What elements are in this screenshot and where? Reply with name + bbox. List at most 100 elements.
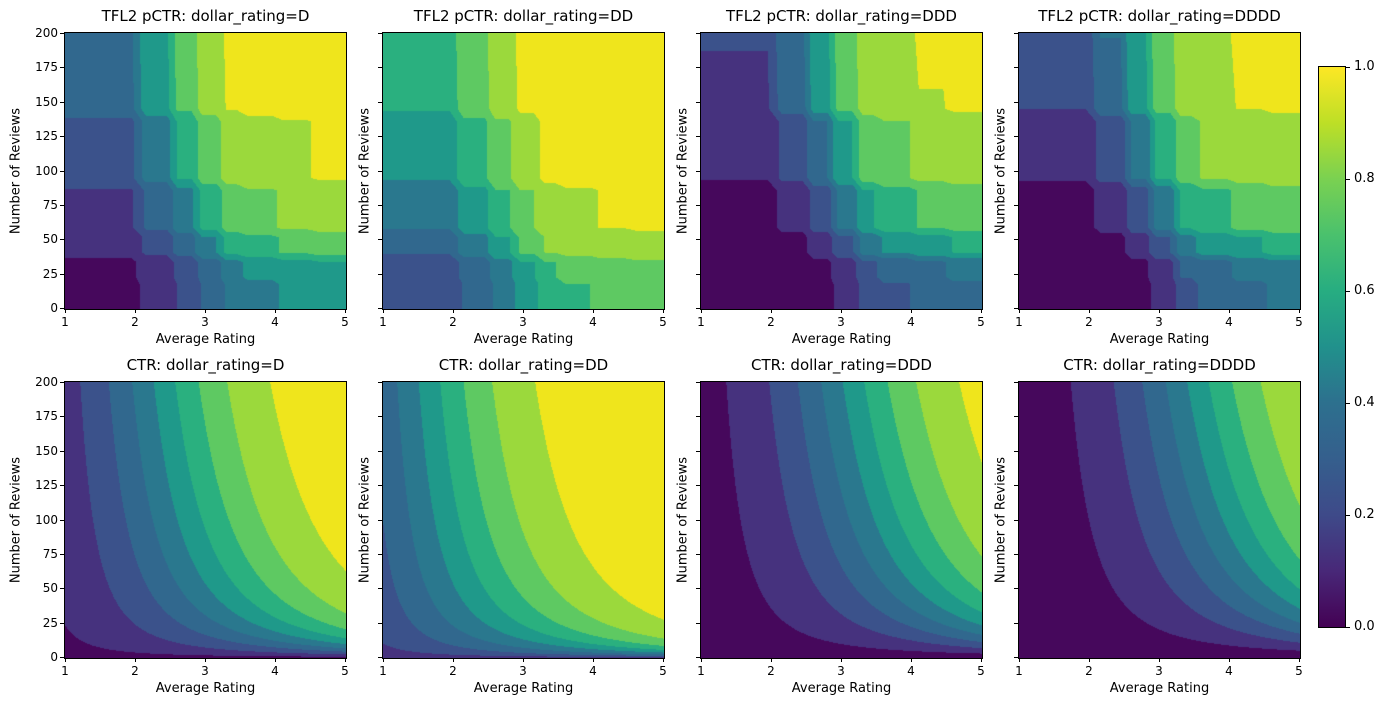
x-tick-mark xyxy=(701,658,702,662)
subplot-title-ctr-dd: CTR: dollar_rating=DD xyxy=(438,356,609,374)
y-tick-mark xyxy=(60,274,64,275)
x-tick-label: 5 xyxy=(659,664,667,678)
y-tick-mark xyxy=(378,67,382,68)
y-tick-mark xyxy=(378,274,382,275)
y-tick-mark xyxy=(696,171,700,172)
contour-plot-ctr-dd xyxy=(382,381,665,659)
x-tick-label: 2 xyxy=(131,664,139,678)
y-tick-mark xyxy=(378,416,382,417)
y-tick-mark xyxy=(1014,485,1018,486)
x-tick-mark xyxy=(771,309,772,313)
x-tick-mark xyxy=(841,309,842,313)
y-tick-mark xyxy=(696,416,700,417)
y-tick-mark xyxy=(378,308,382,309)
x-tick-mark xyxy=(205,658,206,662)
y-tick-mark xyxy=(378,520,382,521)
y-tick-mark xyxy=(60,588,64,589)
colorbar-tick-mark xyxy=(1346,291,1350,292)
x-axis-label: Average Rating xyxy=(791,332,892,347)
x-tick-mark xyxy=(841,658,842,662)
y-tick-mark xyxy=(60,205,64,206)
x-tick-label: 3 xyxy=(837,315,845,329)
colorbar-tick-label: 0.6 xyxy=(1354,283,1375,298)
x-tick-mark xyxy=(701,309,702,313)
x-tick-label: 4 xyxy=(589,664,597,678)
y-tick-label: 25 xyxy=(42,267,58,281)
x-tick-label: 5 xyxy=(977,664,985,678)
y-tick-mark xyxy=(1014,33,1018,34)
y-tick-mark xyxy=(1014,239,1018,240)
x-tick-label: 5 xyxy=(1295,315,1303,329)
x-tick-label: 4 xyxy=(1225,664,1233,678)
subplot-title-ctr-dddd: CTR: dollar_rating=DDDD xyxy=(1063,356,1256,374)
x-tick-mark xyxy=(1229,309,1230,313)
colorbar xyxy=(1318,66,1346,628)
colorbar-tick-mark xyxy=(1346,67,1350,68)
x-tick-label: 2 xyxy=(449,664,457,678)
y-tick-label: 75 xyxy=(42,547,58,561)
x-tick-label: 4 xyxy=(907,664,915,678)
y-tick-mark xyxy=(60,67,64,68)
x-axis-label: Average Rating xyxy=(155,332,256,347)
y-tick-label: 0 xyxy=(50,650,58,664)
x-tick-label: 3 xyxy=(201,315,209,329)
contour-plot-ctr-ddd xyxy=(700,381,983,659)
x-tick-mark xyxy=(1089,309,1090,313)
y-tick-mark xyxy=(696,485,700,486)
x-tick-label: 1 xyxy=(697,315,705,329)
x-tick-mark xyxy=(911,658,912,662)
y-tick-mark xyxy=(1014,657,1018,658)
subplot-title-tfl2-pctr-d: TFL2 pCTR: dollar_rating=D xyxy=(101,7,310,25)
x-tick-label: 2 xyxy=(449,315,457,329)
x-tick-label: 1 xyxy=(61,664,69,678)
x-tick-mark xyxy=(1159,309,1160,313)
y-tick-mark xyxy=(60,520,64,521)
colorbar-tick-mark xyxy=(1346,179,1350,180)
x-tick-mark xyxy=(275,658,276,662)
x-tick-mark xyxy=(453,658,454,662)
x-tick-label: 4 xyxy=(1225,315,1233,329)
y-tick-mark xyxy=(378,554,382,555)
x-tick-label: 1 xyxy=(61,315,69,329)
subplot-title-ctr-ddd: CTR: dollar_rating=DDD xyxy=(751,356,932,374)
y-tick-mark xyxy=(696,554,700,555)
y-tick-mark xyxy=(60,171,64,172)
colorbar-tick-label: 0.4 xyxy=(1354,395,1375,410)
x-tick-mark xyxy=(523,309,524,313)
y-tick-mark xyxy=(60,416,64,417)
y-tick-mark xyxy=(696,239,700,240)
y-tick-label: 75 xyxy=(42,198,58,212)
colorbar-tick-mark xyxy=(1346,627,1350,628)
x-tick-mark xyxy=(1159,658,1160,662)
x-tick-mark xyxy=(663,658,664,662)
y-tick-mark xyxy=(696,308,700,309)
x-tick-label: 3 xyxy=(519,664,527,678)
x-tick-mark xyxy=(523,658,524,662)
x-tick-mark xyxy=(383,658,384,662)
y-tick-mark xyxy=(1014,416,1018,417)
y-tick-mark xyxy=(696,623,700,624)
x-tick-label: 2 xyxy=(131,315,139,329)
y-tick-mark xyxy=(696,382,700,383)
y-tick-label: 200 xyxy=(35,375,58,389)
y-axis-label: Number of Reviews xyxy=(8,456,24,584)
y-tick-mark xyxy=(60,239,64,240)
subplot-title-tfl2-pctr-ddd: TFL2 pCTR: dollar_rating=DDD xyxy=(726,7,957,25)
y-tick-mark xyxy=(60,451,64,452)
x-tick-label: 2 xyxy=(1085,664,1093,678)
y-tick-mark xyxy=(1014,382,1018,383)
colorbar-tick-label: 0.8 xyxy=(1354,171,1375,186)
y-tick-mark xyxy=(378,657,382,658)
y-tick-label: 0 xyxy=(50,301,58,315)
colorbar-tick-label: 1.0 xyxy=(1354,59,1375,74)
x-tick-label: 5 xyxy=(341,315,349,329)
y-tick-mark xyxy=(696,588,700,589)
y-axis-label: Number of Reviews xyxy=(675,107,691,235)
x-tick-mark xyxy=(65,658,66,662)
y-tick-mark xyxy=(696,520,700,521)
y-tick-mark xyxy=(1014,205,1018,206)
y-tick-mark xyxy=(1014,136,1018,137)
y-tick-mark xyxy=(378,205,382,206)
y-tick-label: 50 xyxy=(42,581,58,595)
